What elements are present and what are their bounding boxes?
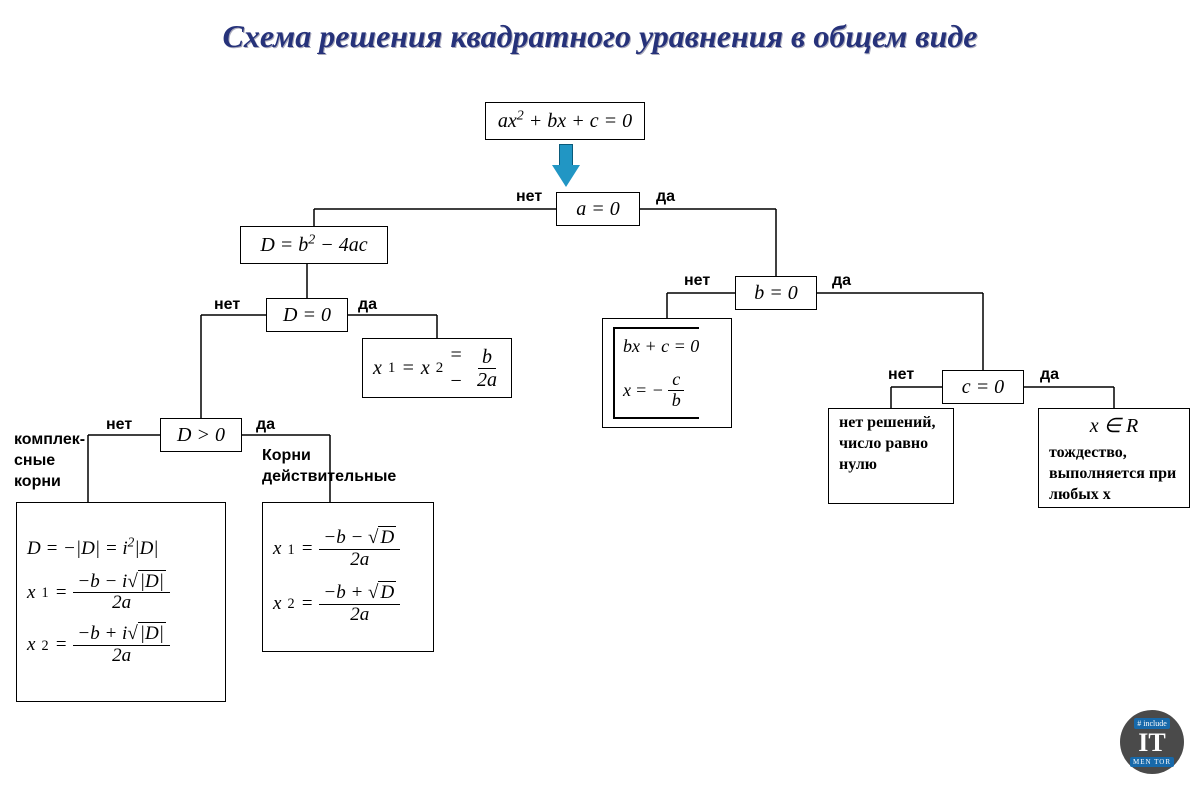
annot-real: Корни действительные (262, 446, 396, 488)
node-real-roots: x1 = −b − D2a x2 = −b + D2a (262, 502, 434, 652)
node-identity: x ∈ R тождество, выполняется при любых x (1038, 408, 1190, 508)
node-no-solution: нет решений, число равно нулю (828, 408, 954, 504)
label-dpos-no: нет (106, 416, 132, 434)
linear-sol: x = −cb (623, 370, 699, 411)
label-a-no: нет (516, 188, 542, 206)
label-c-yes: да (1040, 366, 1059, 384)
no-solution-text: нет решений, число равно нулю (839, 413, 943, 475)
label-c-no: нет (888, 366, 914, 384)
label-b-yes: да (832, 272, 851, 290)
check-a-formula: a = 0 (576, 196, 620, 222)
real-x1: x1 = −b − D2a (273, 528, 400, 571)
node-check-d-pos: D > 0 (160, 418, 242, 452)
double-root-formula: x1 = x2 = −b2a (373, 342, 501, 394)
start-arrow-head (552, 165, 580, 187)
node-start: ax2 + bx + c = 0 (485, 102, 645, 140)
check-b-formula: b = 0 (754, 280, 798, 306)
logo-it: IT (1138, 730, 1165, 756)
start-arrow-shaft (559, 144, 573, 166)
label-b-no: нет (684, 272, 710, 290)
check-c-formula: c = 0 (962, 374, 1004, 400)
flowchart-canvas: ax2 + bx + c = 0 a = 0 D = b2 − 4ac D = … (0, 0, 1200, 790)
annot-complex: комплек- сные корни (14, 430, 85, 492)
complex-x1: x1 = −b − i|D|2a (27, 572, 170, 615)
identity-xinr: x ∈ R (1090, 413, 1139, 439)
check-dpos-formula: D > 0 (177, 422, 225, 448)
label-d0-yes: да (358, 296, 377, 314)
node-check-b: b = 0 (735, 276, 817, 310)
node-double-root: x1 = x2 = −b2a (362, 338, 512, 398)
node-linear: bx + c = 0 x = −cb (602, 318, 732, 428)
identity-text: тождество, выполняется при любых x (1049, 443, 1179, 505)
node-discriminant: D = b2 − 4ac (240, 226, 388, 264)
logo-include: # include (1134, 718, 1170, 729)
label-dpos-yes: да (256, 416, 275, 434)
node-check-a: a = 0 (556, 192, 640, 226)
start-formula: ax2 + bx + c = 0 (498, 108, 632, 134)
check-d0-formula: D = 0 (283, 302, 331, 328)
logo-mentor: MEN TOR (1130, 757, 1174, 767)
linear-eq: bx + c = 0 (623, 335, 699, 358)
logo-badge: # include IT MEN TOR (1120, 710, 1184, 774)
complex-d-line: D = −|D| = i2|D| (27, 537, 159, 562)
node-check-d-zero: D = 0 (266, 298, 348, 332)
label-d0-no: нет (214, 296, 240, 314)
label-a-yes: да (656, 188, 675, 206)
node-complex-roots: D = −|D| = i2|D| x1 = −b − i|D|2a x2 = −… (16, 502, 226, 702)
disc-formula: D = b2 − 4ac (260, 232, 367, 258)
node-check-c: c = 0 (942, 370, 1024, 404)
real-x2: x2 = −b + D2a (273, 583, 400, 626)
linear-bracket: bx + c = 0 x = −cb (613, 327, 699, 419)
complex-x2: x2 = −b + i|D|2a (27, 624, 170, 667)
